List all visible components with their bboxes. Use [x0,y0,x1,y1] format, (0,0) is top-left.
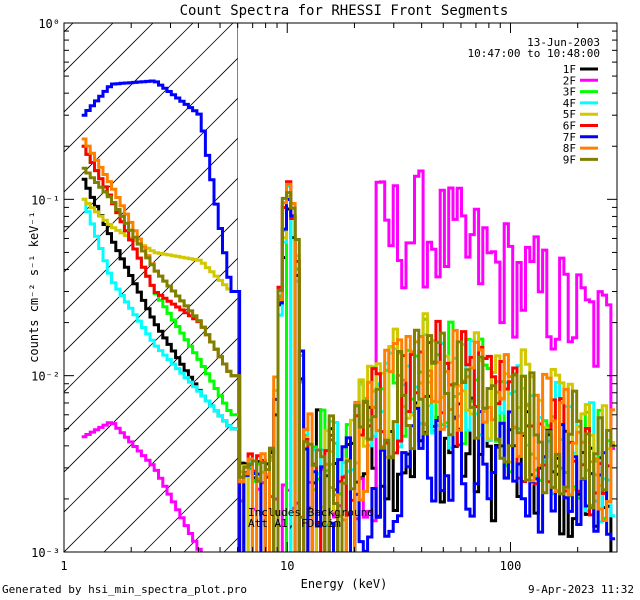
hatch-line [64,23,154,113]
hatch-line [64,57,238,233]
series-line-9F [81,166,616,552]
plot-frame [63,22,618,553]
timestamp-label: 9-Apr-2023 11:32 [528,583,634,596]
legend-label-4F: 4F [563,97,576,110]
hatch-line [64,137,238,313]
date-label: 13-Jun-2003 [527,36,600,49]
hatch-line [64,177,238,353]
hatch-line [64,337,238,513]
x-axis-label: Energy (keV) [301,577,388,591]
legend-label-2F: 2F [563,74,576,87]
legend-label-6F: 6F [563,120,576,133]
legend-label-9F: 9F [563,153,576,166]
hatch-line [64,23,234,193]
legend-label-3F: 3F [563,86,576,99]
legend-label-1F: 1F [563,63,576,76]
series-line-7F [81,79,616,552]
y-tick-label: 10⁰ [38,17,60,31]
time-range-label: 10:47:00 to 10:48:00 [468,47,600,60]
legend-label-7F: 7F [563,131,576,144]
series-line-5F [81,194,616,552]
hatch-line [143,457,238,552]
x-tick-label: 10 [280,559,294,573]
hatch-line [64,97,238,273]
hatch-line [103,417,238,552]
legend-label-5F: 5F [563,108,576,121]
y-tick-label: 10⁻¹ [31,193,60,207]
annotation-background: Includes Background [248,506,374,519]
generated-by-label: Generated by hsi_min_spectra_plot.pro [2,583,248,596]
y-tick-label: 10⁻² [31,370,60,384]
annotation-attenuator: Att A1, FDecim [248,517,341,530]
series-line-2F [81,169,616,552]
x-tick-label: 100 [500,559,522,573]
chart-title: Count Spectra for RHESSI Front Segments [180,3,509,19]
legend-label-8F: 8F [563,142,576,155]
x-tick-label: 1 [60,559,67,573]
hatch-line [64,23,194,153]
hatch-line [64,297,238,473]
hatch-line [64,257,238,433]
y-axis-label: counts cm⁻² s⁻¹ keV⁻¹ [27,211,41,363]
y-tick-label: 10⁻³ [31,546,60,560]
